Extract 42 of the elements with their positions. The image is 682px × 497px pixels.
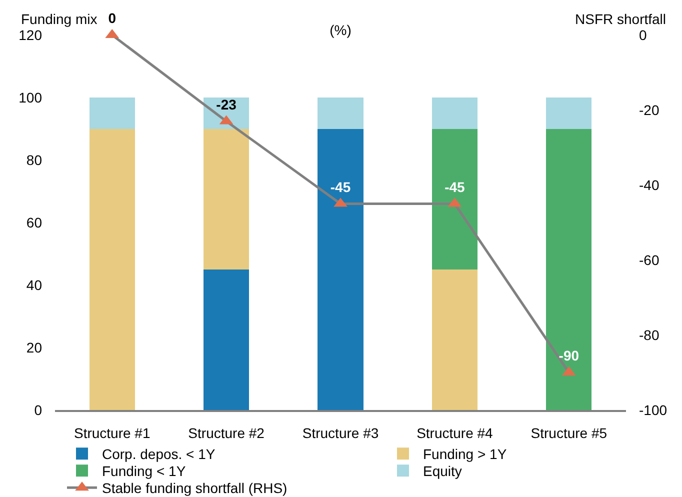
y-tick-label: 80 <box>26 152 42 168</box>
data-label: 0 <box>108 10 116 26</box>
y-tick-label: 100 <box>18 89 42 106</box>
y-axis-title: Funding mix <box>21 11 98 27</box>
y2-axis-title: NSFR shortfall <box>575 11 666 27</box>
x-tick-label: Structure #5 <box>530 424 608 441</box>
bar <box>318 128 364 410</box>
data-label: -45 <box>444 178 466 195</box>
x-tick-label: Structure #3 <box>302 424 379 441</box>
x-tick-label: Structure #1 <box>74 424 150 441</box>
y-tick-label: 20 <box>26 339 42 356</box>
y2-tick-label: -40 <box>639 176 660 193</box>
bar <box>203 128 250 270</box>
bar <box>432 98 478 129</box>
legend-label: Funding > 1Y <box>423 446 508 462</box>
y-tick-label: 120 <box>18 26 42 43</box>
bar <box>89 128 135 410</box>
bar <box>203 269 250 410</box>
legend-label: Stable funding shortfall (RHS) <box>102 480 288 496</box>
y2-tick-label: -80 <box>639 326 660 343</box>
y2-tick-label: -100 <box>639 402 668 418</box>
x-tick-label: Structure #4 <box>416 424 494 441</box>
y-tick-label: 0 <box>34 402 42 418</box>
y-tick-label: 60 <box>26 214 42 230</box>
x-tick-label: Structure #2 <box>188 424 265 441</box>
bar <box>89 98 135 129</box>
legend-label: Corp. depos. < 1Y <box>102 446 216 462</box>
bar <box>546 128 592 410</box>
bar <box>546 98 592 129</box>
legend-label: Equity <box>423 463 462 480</box>
y2-tick-label: -20 <box>639 102 660 118</box>
data-label: -23 <box>216 96 237 112</box>
data-label: -45 <box>330 178 351 195</box>
data-label: -90 <box>558 348 580 364</box>
bar <box>318 98 364 129</box>
legend-label: Funding < 1Y <box>102 463 186 480</box>
y2-tick-label: -60 <box>639 252 660 268</box>
y-tick-label: 40 <box>26 276 42 293</box>
y2-tick-label: 0 <box>639 26 647 43</box>
bar <box>432 269 478 410</box>
chart-title: (%) <box>330 22 352 38</box>
bar <box>432 128 478 270</box>
